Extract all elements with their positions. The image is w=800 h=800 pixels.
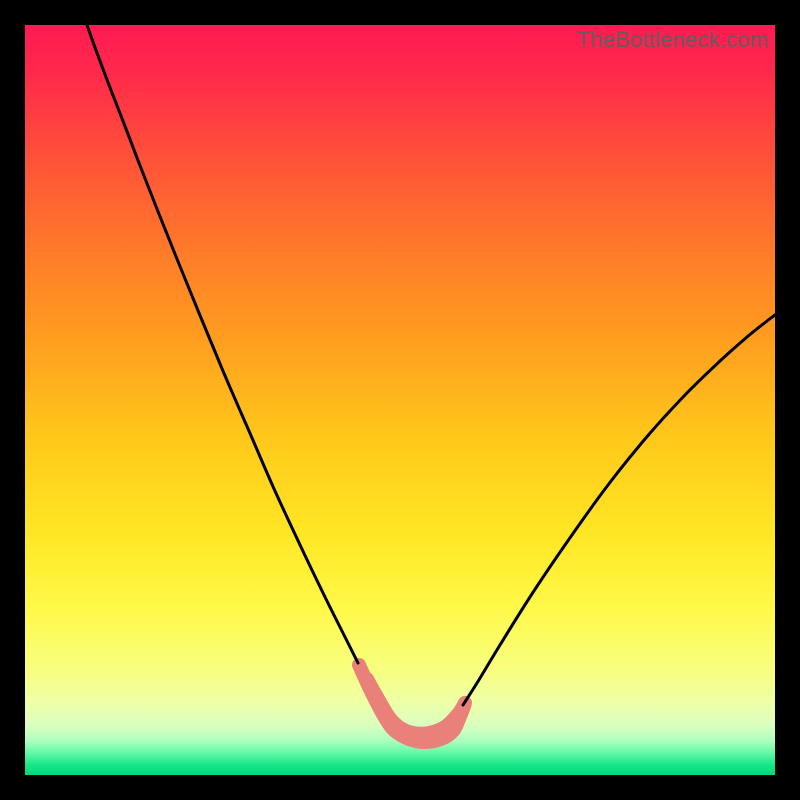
curve-left (87, 25, 358, 663)
watermark-text: TheBottleneck.com (577, 27, 769, 53)
curve-right (463, 315, 775, 705)
trough-marker (359, 665, 465, 742)
chart-frame: TheBottleneck.com (0, 0, 800, 800)
plot-area: TheBottleneck.com (25, 25, 775, 775)
curves-layer (25, 25, 775, 775)
